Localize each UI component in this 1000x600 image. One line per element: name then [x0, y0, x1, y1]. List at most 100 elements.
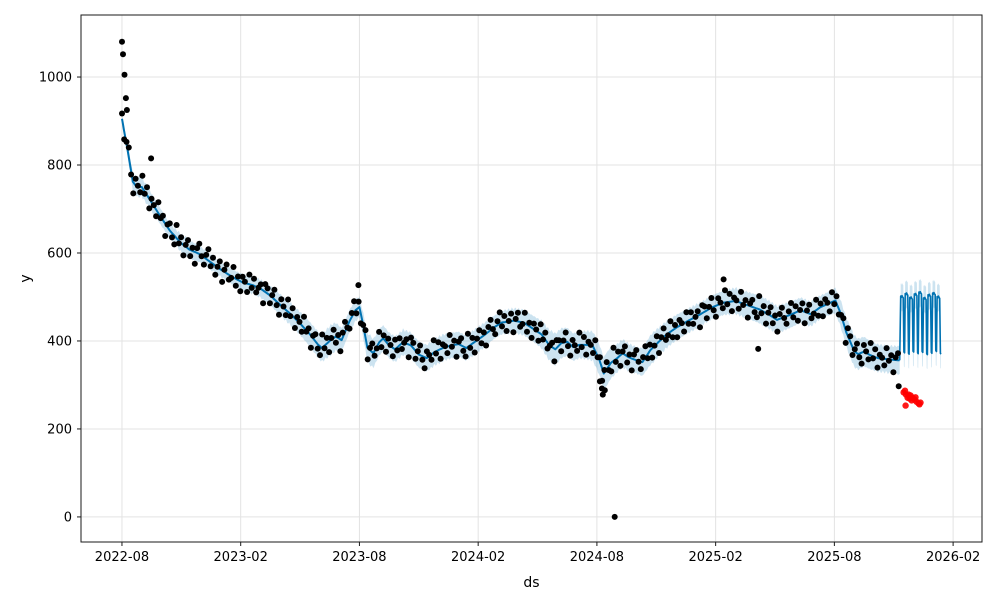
data-point: [291, 325, 298, 331]
x-tick-label: 2023-02: [214, 550, 268, 565]
data-point: [681, 328, 688, 335]
data-point: [885, 357, 892, 364]
data-point: [342, 318, 348, 325]
data-point: [153, 213, 160, 220]
data-point: [549, 339, 556, 346]
data-point: [446, 332, 453, 338]
data-point: [860, 342, 867, 348]
data-point: [526, 319, 533, 326]
data-point: [414, 348, 421, 355]
data-point: [785, 308, 792, 315]
data-point: [849, 352, 856, 358]
data-point: [610, 344, 617, 351]
data-point: [687, 309, 694, 316]
grid-lines: [81, 15, 982, 542]
data-point: [419, 356, 426, 363]
data-point: [460, 347, 467, 354]
data-point: [141, 190, 148, 197]
data-point: [412, 355, 419, 362]
data-point: [471, 349, 478, 356]
data-point: [182, 241, 189, 248]
data-point: [778, 304, 785, 311]
data-point: [212, 271, 219, 278]
data-point: [474, 335, 480, 342]
data-point: [253, 289, 260, 296]
anomaly-points: [900, 387, 924, 409]
data-point: [872, 346, 879, 353]
data-point: [276, 311, 282, 318]
data-point: [694, 308, 701, 315]
data-point: [232, 282, 239, 289]
data-point: [166, 220, 173, 227]
data-point: [230, 264, 237, 270]
data-point: [458, 335, 465, 342]
data-point: [819, 313, 826, 320]
plot-border: [80, 14, 983, 543]
data-point: [305, 325, 312, 332]
data-point: [280, 303, 287, 310]
data-point: [385, 335, 392, 342]
data-point: [421, 365, 428, 372]
y-tick-label: 400: [47, 334, 72, 349]
data-point: [221, 266, 228, 273]
data-point: [246, 271, 253, 278]
x-tick-label: 2024-08: [570, 550, 624, 565]
yhat-forecast-oscillation: [898, 290, 942, 361]
outlier-point: [122, 95, 129, 102]
data-point: [656, 350, 662, 356]
data-point: [485, 324, 492, 330]
y-tick-label: 800: [47, 159, 72, 174]
data-point: [619, 348, 626, 355]
data-point: [394, 347, 401, 354]
data-point: [562, 329, 569, 336]
data-point: [387, 342, 394, 348]
data-point: [724, 301, 731, 308]
data-point: [697, 324, 703, 331]
data-point: [651, 342, 658, 349]
data-point: [355, 298, 362, 305]
x-tick-label: 2025-02: [688, 550, 742, 565]
data-point: [760, 303, 767, 310]
data-point: [451, 337, 458, 344]
data-point: [134, 182, 141, 189]
data-point: [524, 328, 530, 335]
data-point: [396, 335, 403, 342]
data-point: [257, 281, 264, 288]
data-point: [537, 321, 544, 328]
data-point: [510, 329, 517, 336]
data-point: [738, 288, 744, 295]
data-point: [287, 313, 294, 320]
data-point: [348, 310, 355, 316]
data-point: [169, 234, 175, 241]
data-point: [667, 318, 674, 325]
data-point: [628, 367, 635, 374]
data-point: [533, 326, 540, 333]
uncertainty-band: [122, 116, 941, 390]
data-point: [847, 333, 854, 340]
data-point: [633, 347, 640, 354]
data-point: [672, 322, 678, 328]
outlier-point: [755, 345, 762, 352]
data-point: [433, 350, 439, 357]
data-point: [389, 353, 396, 360]
data-point: [804, 307, 810, 314]
data-point: [494, 318, 501, 325]
data-point: [132, 175, 139, 182]
data-point: [476, 327, 483, 334]
data-point: [410, 339, 417, 346]
data-point: [505, 318, 512, 324]
data-point: [769, 320, 776, 327]
data-point: [824, 299, 831, 306]
data-point: [244, 289, 251, 295]
data-point: [373, 345, 380, 352]
data-point: [417, 342, 424, 349]
data-point: [496, 309, 503, 316]
data-point: [235, 273, 241, 280]
data-point: [840, 315, 847, 322]
data-point: [125, 144, 132, 151]
anomaly-point: [917, 399, 924, 406]
data-point: [829, 289, 835, 296]
data-point: [879, 354, 886, 361]
data-point: [501, 313, 508, 319]
data-point: [319, 331, 326, 338]
